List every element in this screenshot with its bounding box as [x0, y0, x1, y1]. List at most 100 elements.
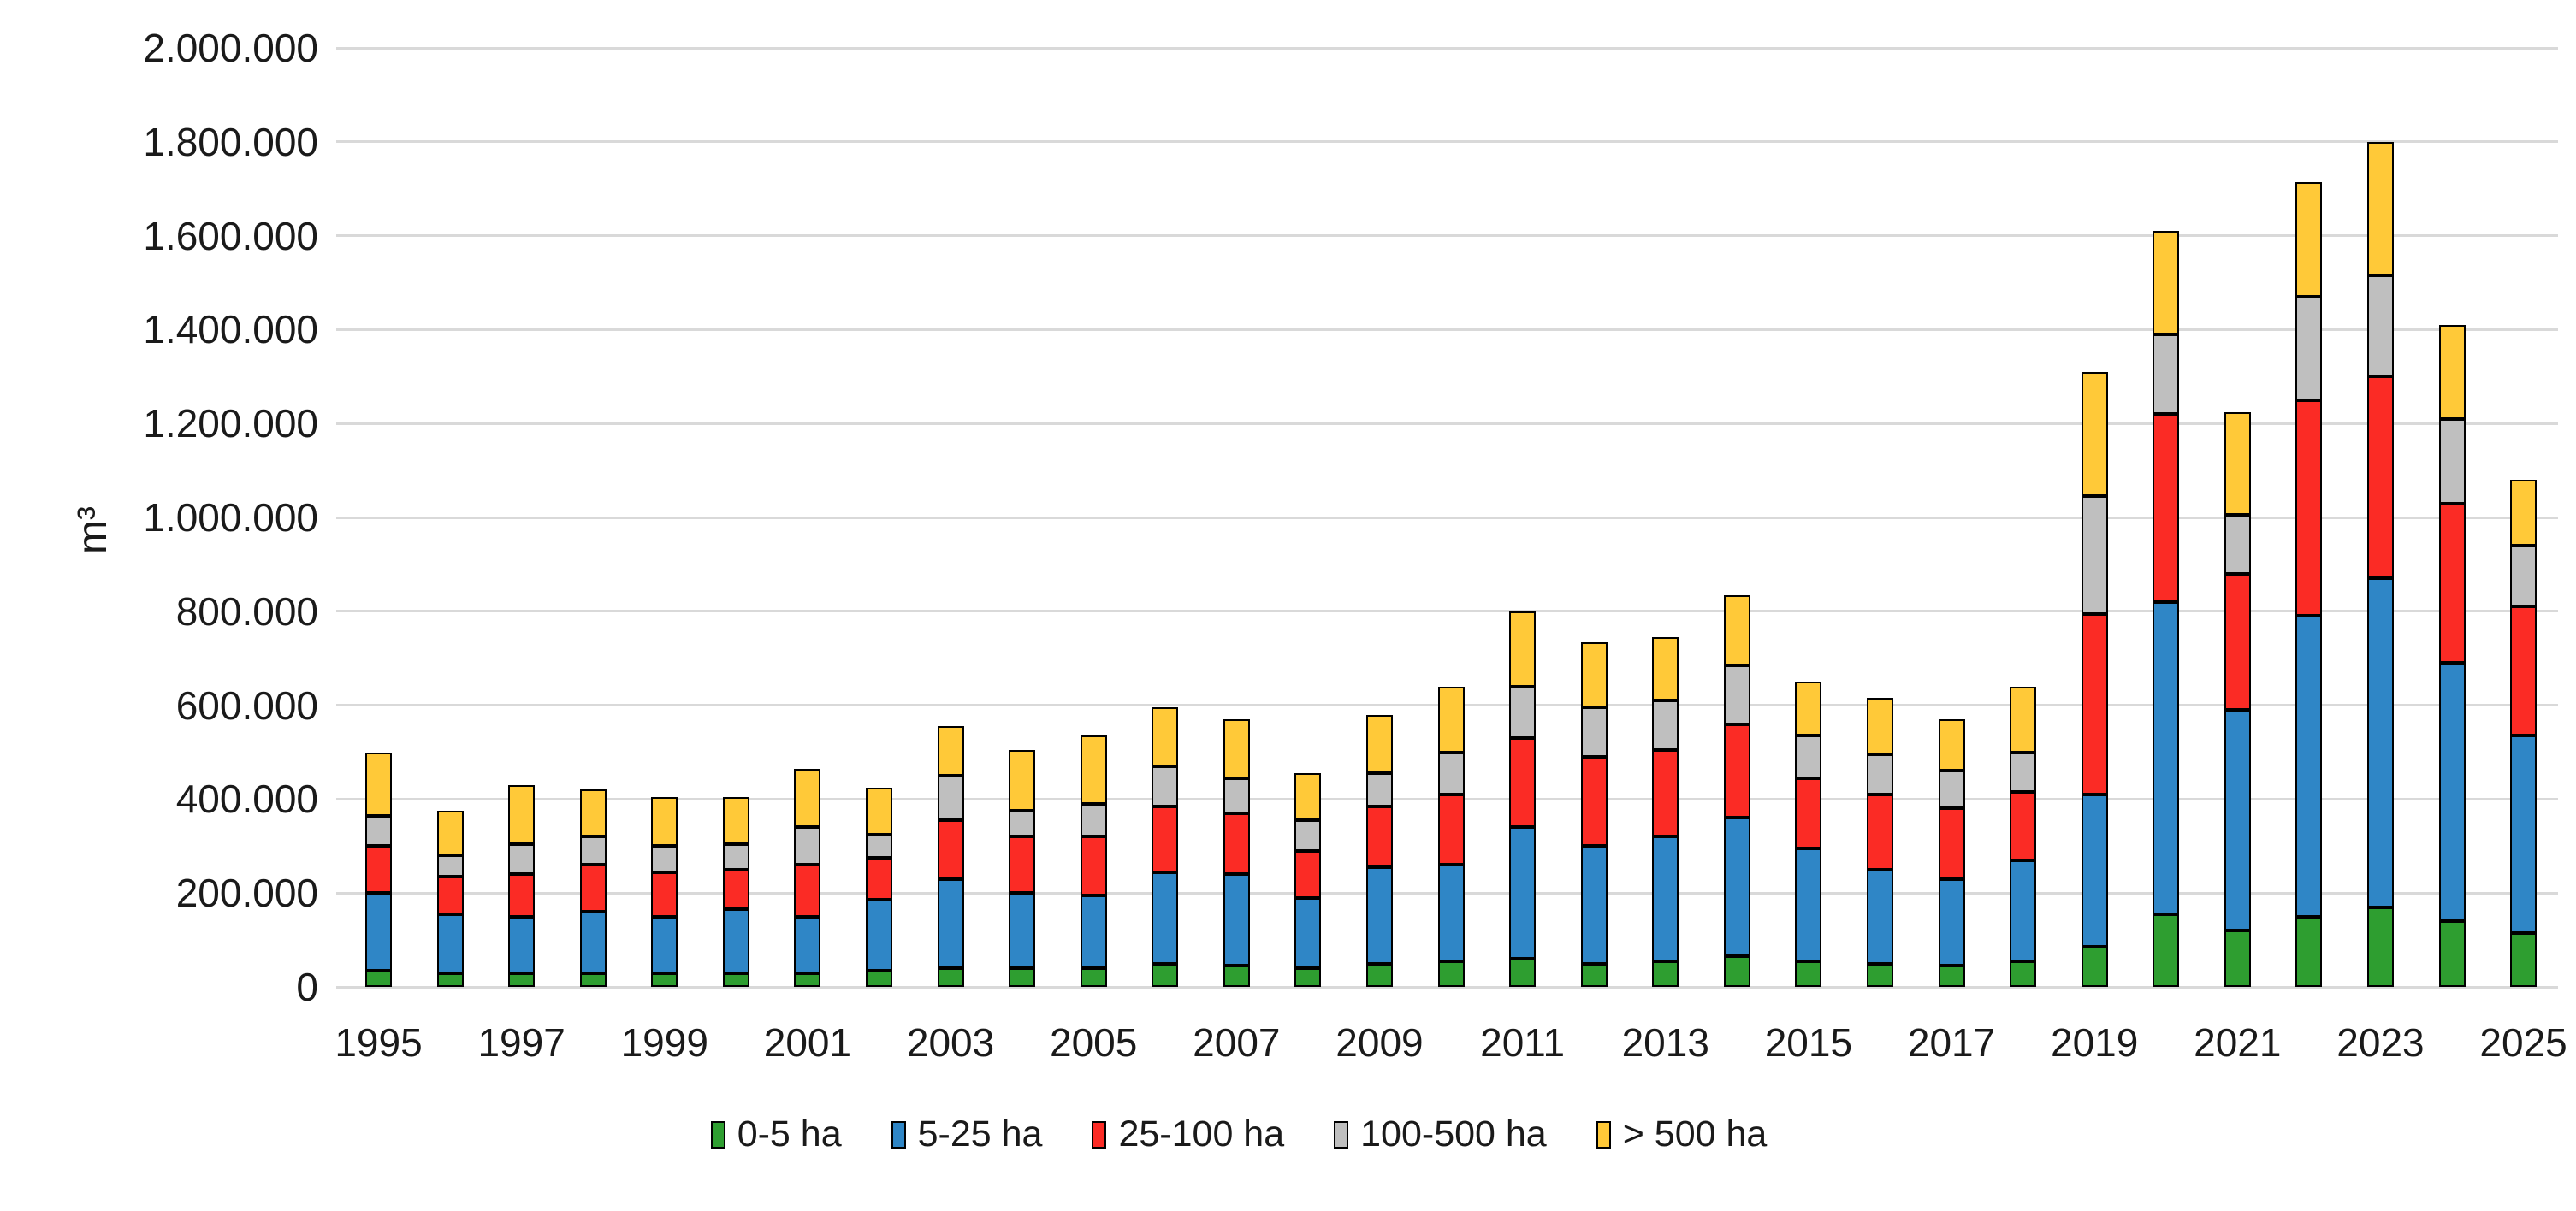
- x-axis-tick-label: 2025: [2479, 1020, 2567, 1065]
- bar-2023: [2366, 141, 2394, 987]
- bar-segment-5-25ha: [2224, 710, 2251, 931]
- bar-segment-0-5ha: [1223, 966, 1250, 987]
- bar-segment-100-500ha: [2438, 418, 2466, 504]
- bar-segment-0-5ha: [1294, 968, 1322, 987]
- bar-segment-25-100ha: [1437, 794, 1465, 865]
- bar-segment-0-5ha: [1723, 956, 1750, 987]
- bar-segment-25-100ha: [1723, 724, 1750, 818]
- bar-segment-500ha: [1938, 719, 1965, 771]
- bar-segment-100-500ha: [722, 843, 749, 870]
- y-axis-tick-mark: [336, 985, 353, 989]
- x-axis-tick-label: 1995: [335, 1020, 423, 1065]
- bar-segment-100-500ha: [1723, 665, 1750, 724]
- bar-segment-0-5ha: [2510, 932, 2538, 987]
- bar-1998: [579, 789, 607, 987]
- bar-segment-500ha: [651, 796, 678, 847]
- bar-segment-25-100ha: [2438, 503, 2466, 664]
- bar-2025: [2510, 480, 2538, 987]
- bar-segment-25-100ha: [1080, 836, 1107, 895]
- bar-segment-5-25ha: [794, 916, 821, 973]
- bar-2004: [1009, 749, 1036, 987]
- bar-segment-500ha: [1223, 719, 1250, 778]
- x-axis-tick-label: 1999: [620, 1020, 708, 1065]
- bar-segment-25-100ha: [1580, 757, 1608, 847]
- bar-segment-0-5ha: [1795, 960, 1822, 987]
- bar-segment-0-5ha: [937, 968, 964, 987]
- y-axis-tick-label: 1.200.000: [143, 401, 318, 446]
- bar-segment-100-500ha: [365, 815, 392, 847]
- bar-segment-100-500ha: [2081, 496, 2108, 614]
- x-axis-tick-label: 1997: [477, 1020, 566, 1065]
- bar-segment-0-5ha: [1365, 963, 1393, 987]
- bar-2019: [2081, 371, 2108, 987]
- y-axis-tick-mark: [336, 610, 353, 613]
- legend-label: 0-5 ha: [737, 1114, 842, 1155]
- bar-segment-5-25ha: [937, 878, 964, 969]
- bar-1999: [651, 796, 678, 987]
- bar-segment-25-100ha: [436, 877, 464, 914]
- bar-segment-25-100ha: [865, 858, 892, 901]
- bar-2011: [1509, 611, 1537, 987]
- bar-segment-500ha: [365, 752, 392, 816]
- bar-segment-100-500ha: [2010, 752, 2037, 793]
- x-axis-tick-label: 2021: [2194, 1020, 2282, 1065]
- bar-segment-100-500ha: [1866, 754, 1893, 795]
- legend-item: 25-100 ha: [1092, 1114, 1284, 1155]
- bar-segment-100-500ha: [794, 827, 821, 865]
- bar-segment-5-25ha: [2510, 735, 2538, 933]
- bar-segment-5-25ha: [579, 912, 607, 973]
- bar-segment-5-25ha: [865, 900, 892, 971]
- bar-segment-5-25ha: [1795, 848, 1822, 961]
- bar-segment-25-100ha: [1223, 812, 1250, 875]
- gridline: [353, 610, 2558, 613]
- bar-1996: [436, 811, 464, 987]
- bar-2009: [1365, 714, 1393, 987]
- bar-segment-100-500ha: [1795, 735, 1822, 778]
- bar-segment-0-5ha: [2366, 907, 2394, 987]
- y-axis-tick-label: 800.000: [175, 588, 318, 634]
- bar-segment-5-25ha: [1723, 818, 1750, 957]
- bar-segment-0-5ha: [1938, 966, 1965, 987]
- bar-segment-500ha: [1795, 682, 1822, 736]
- bar-segment-500ha: [1009, 749, 1036, 812]
- bar-segment-100-500ha: [2366, 275, 2394, 377]
- bar-segment-100-500ha: [579, 836, 607, 865]
- bar-segment-100-500ha: [1938, 771, 1965, 809]
- legend-item: 100-500 ha: [1334, 1114, 1547, 1155]
- bar-2022: [2295, 181, 2323, 987]
- bar-segment-100-500ha: [1009, 811, 1036, 837]
- legend-label: > 500 ha: [1622, 1114, 1768, 1155]
- bar-segment-100-500ha: [1152, 766, 1179, 806]
- legend-label: 100-500 ha: [1360, 1114, 1547, 1155]
- y-axis-tick-mark: [336, 328, 353, 331]
- bar-segment-25-100ha: [579, 865, 607, 913]
- gridline: [353, 46, 2558, 50]
- bar-segment-0-5ha: [1152, 963, 1179, 987]
- bar-segment-5-25ha: [1152, 871, 1179, 964]
- y-axis-tick-mark: [336, 704, 353, 707]
- bar-segment-100-500ha: [1223, 777, 1250, 813]
- bar-segment-500ha: [1152, 707, 1179, 766]
- bar-2010: [1437, 686, 1465, 987]
- bar-2007: [1223, 719, 1250, 987]
- y-axis-tick-label: 1.600.000: [143, 213, 318, 258]
- x-axis-tick-label: 2003: [906, 1020, 995, 1065]
- y-axis-tick-mark: [336, 46, 353, 50]
- bar-segment-500ha: [794, 768, 821, 828]
- bar-segment-500ha: [2438, 324, 2466, 419]
- bar-segment-0-5ha: [2153, 913, 2180, 987]
- bar-2018: [2010, 686, 2037, 987]
- legend-label: 5-25 ha: [917, 1114, 1043, 1155]
- bar-2012: [1580, 641, 1608, 987]
- y-axis-tick-mark: [336, 234, 353, 238]
- bar-segment-25-100ha: [1152, 806, 1179, 872]
- bar-segment-0-5ha: [794, 972, 821, 987]
- bar-segment-25-100ha: [794, 865, 821, 917]
- legend: 0-5 ha 5-25 ha 25-100 ha 100-500 ha > 500 ha: [0, 1114, 2478, 1155]
- bar-segment-500ha: [1866, 698, 1893, 755]
- bar-segment-0-5ha: [1080, 968, 1107, 987]
- x-axis-tick-label: 2001: [763, 1020, 852, 1065]
- bar-segment-25-100ha: [2010, 792, 2037, 860]
- bar-segment-500ha: [2510, 480, 2538, 546]
